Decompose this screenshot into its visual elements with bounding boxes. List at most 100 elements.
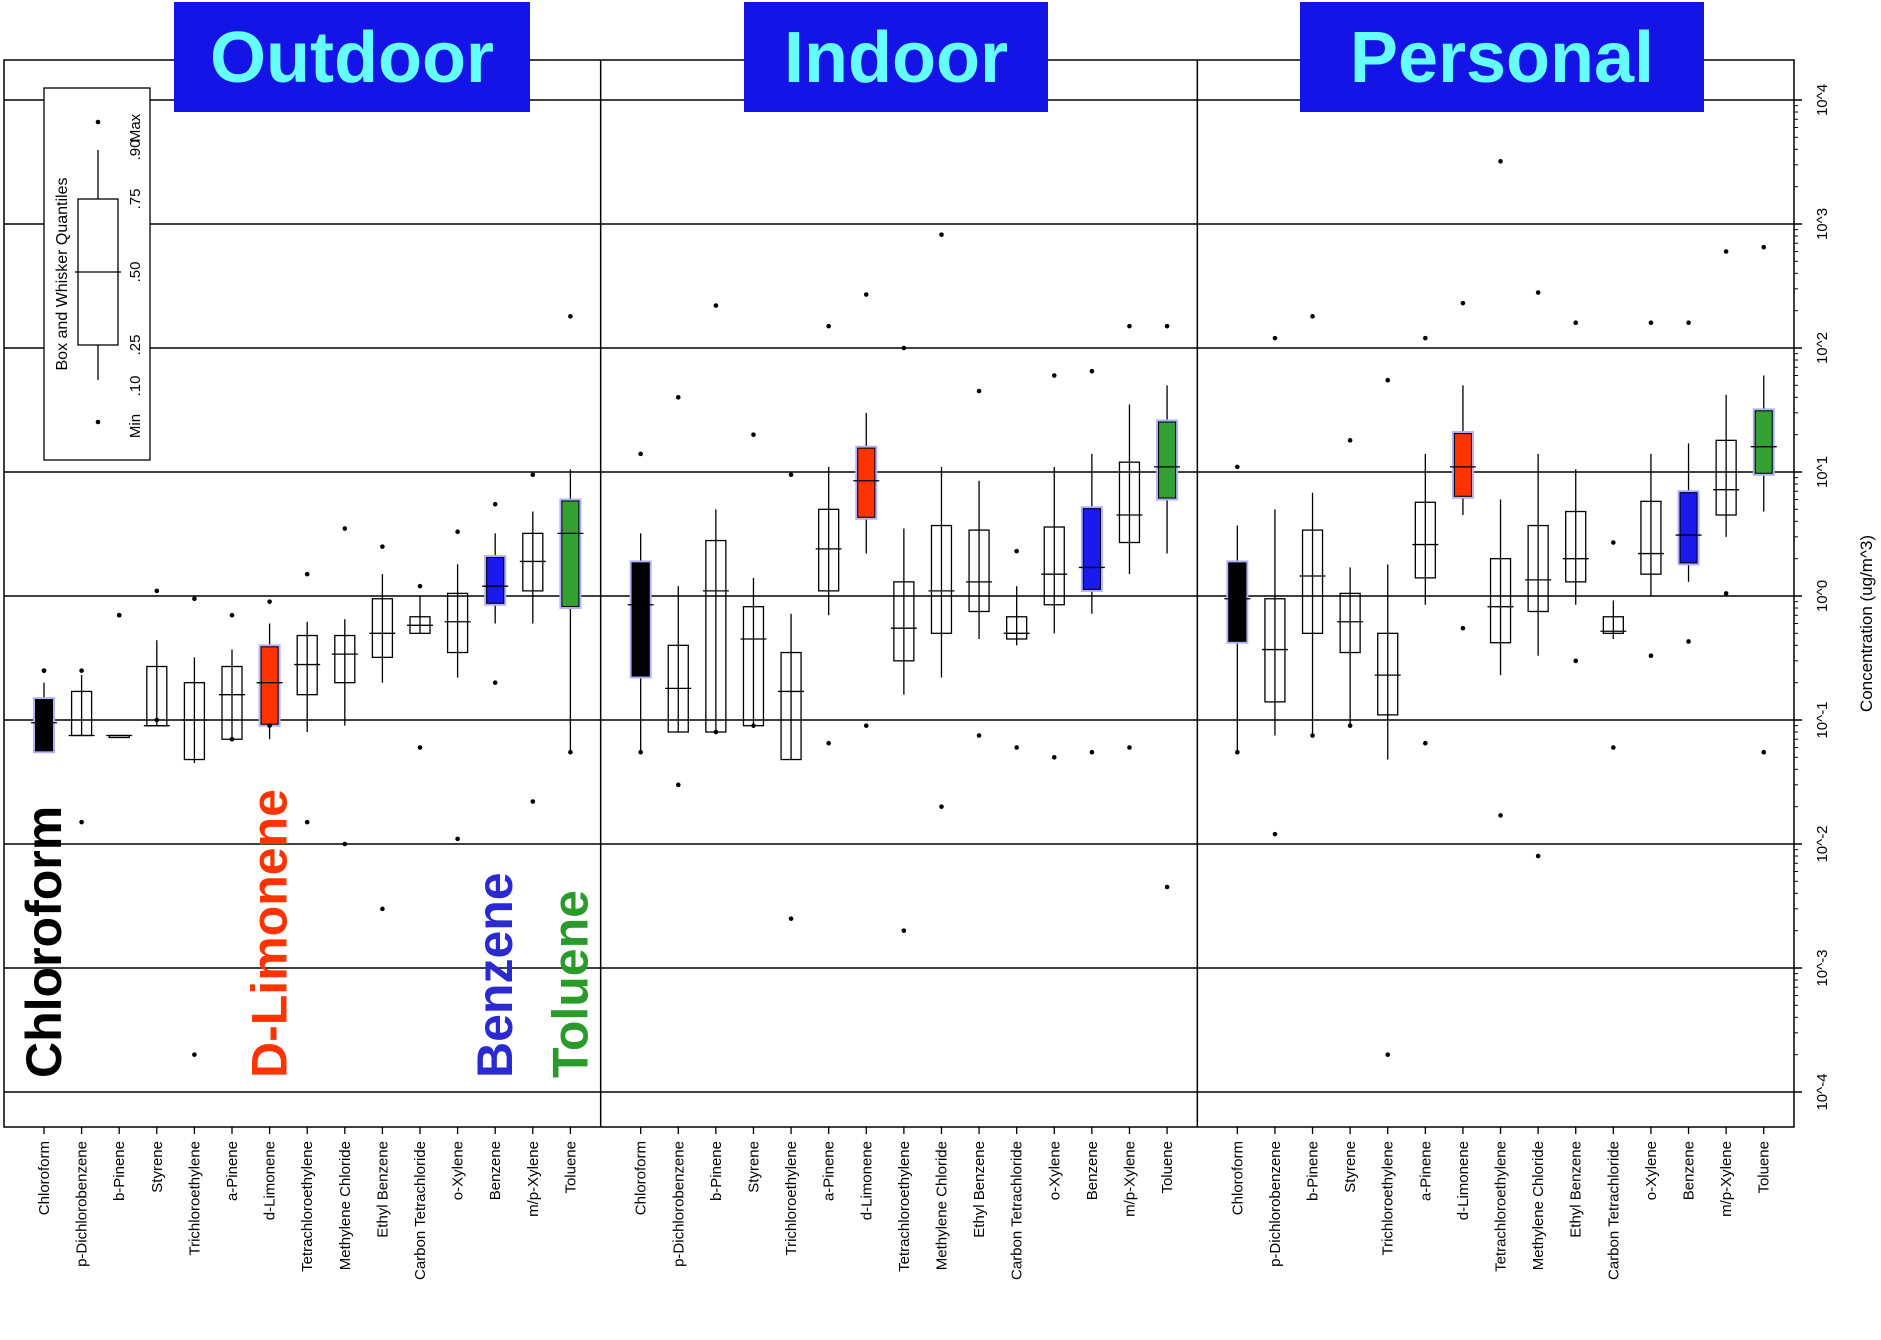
min-point	[826, 740, 831, 746]
max-point	[826, 323, 831, 329]
box-p-dichlorobenzene	[1261, 335, 1288, 837]
box-ethyl-benzene	[1562, 320, 1589, 664]
box-chloroform	[627, 451, 654, 755]
box-m-p-xylene	[1713, 249, 1740, 596]
y-axis-label: Concentration (ug/m^3)	[1857, 535, 1876, 712]
max-point	[1423, 335, 1428, 341]
box-styrene	[143, 588, 170, 727]
box-styrene	[1337, 438, 1364, 728]
max-point	[1498, 159, 1503, 164]
box-inner-edge	[486, 557, 505, 604]
y-tick-label: 10^2	[1814, 332, 1831, 364]
max-point	[1272, 335, 1278, 341]
box-p-dichlorobenzene	[68, 668, 95, 825]
box	[559, 498, 582, 610]
min-point	[1611, 745, 1616, 750]
x-tick-label: a-Pinene	[1417, 1141, 1434, 1201]
x-tick-label: Trichloroethylene	[783, 1141, 800, 1256]
max-point	[455, 529, 460, 535]
box	[1006, 616, 1028, 640]
x-tick-label: Benzene	[1084, 1141, 1101, 1200]
x-tick-label: Ethyl Benzene	[374, 1141, 391, 1238]
box-carbon-tetrachloride	[1003, 548, 1030, 750]
max-point	[638, 451, 643, 457]
x-tick-label: Benzene	[487, 1141, 504, 1200]
box	[1602, 616, 1624, 634]
box-inner-edge	[35, 699, 53, 752]
min-point	[863, 723, 869, 728]
max-point	[79, 668, 84, 673]
max-point	[1686, 320, 1691, 325]
max-point	[530, 472, 536, 478]
x-tick-label: Ethyl Benzene	[1568, 1141, 1585, 1238]
min-point	[788, 916, 794, 921]
x-tick-label: m/p-Xylene	[1121, 1141, 1138, 1217]
box-inner-edge	[1453, 433, 1472, 497]
min-point	[229, 736, 235, 742]
max-point	[1385, 377, 1391, 383]
box-ethyl-benzene	[966, 388, 993, 738]
x-tick-label: b-Pinene	[111, 1141, 128, 1201]
min-point	[1723, 591, 1729, 596]
x-tick-label: Toluene	[1159, 1141, 1176, 1194]
panel-title: Personal	[1350, 18, 1654, 98]
box	[1264, 598, 1286, 703]
x-tick-label: d-Limonene	[858, 1141, 875, 1220]
legend-label: .90	[127, 140, 144, 161]
box	[855, 445, 878, 520]
box	[484, 555, 507, 606]
box-o-xylene	[1637, 320, 1664, 659]
min-point	[1272, 831, 1278, 837]
y-tick-label: 10^-4	[1814, 1073, 1831, 1110]
min-point	[939, 804, 944, 809]
min-point	[41, 668, 47, 673]
max-point	[154, 588, 160, 594]
x-tick-label: Tetrachloroethylene	[896, 1141, 913, 1272]
box-plots	[31, 159, 1777, 1057]
max-point	[713, 303, 719, 308]
x-tick-label: Toluene	[562, 1141, 579, 1194]
max-point	[1310, 314, 1315, 319]
box-chloroform	[31, 668, 57, 754]
x-tick-label: Carbon Tetrachloride	[412, 1141, 429, 1280]
box-chloroform	[1224, 464, 1251, 755]
box-trichloroethylene	[181, 596, 208, 1057]
x-tick-label: Methylene Chloride	[337, 1141, 354, 1270]
x-tick-label: d-Limonene	[1455, 1141, 1472, 1220]
max-point	[192, 596, 197, 602]
legend-title: Box and Whisker Quantiles	[54, 178, 71, 371]
x-tick-label: b-Pinene	[1305, 1141, 1322, 1201]
box	[818, 508, 840, 592]
box	[522, 532, 544, 592]
max-point	[1235, 464, 1240, 470]
min-point	[1573, 658, 1579, 664]
x-tick-label: Chloroform	[36, 1141, 53, 1215]
box-p-dichlorobenzene	[665, 395, 692, 788]
box-carbon-tetrachloride	[1600, 540, 1627, 750]
highlight-annotations: Chloroform D-Limonene Benzene Toluene	[16, 789, 598, 1078]
x-tick-label: Methylene Chloride	[1530, 1141, 1547, 1270]
max-point	[901, 345, 907, 351]
annotation-d-limonene: D-Limonene	[242, 789, 298, 1078]
y-tick-label: 10^-2	[1814, 825, 1831, 862]
box	[1677, 490, 1700, 566]
min-point	[1235, 749, 1240, 755]
min-point	[976, 733, 982, 738]
legend-label: Max	[127, 113, 144, 142]
x-tick-label: Benzene	[1681, 1141, 1698, 1200]
max-point	[304, 571, 310, 577]
box-inner-edge	[1754, 410, 1773, 474]
min-point	[1347, 723, 1353, 728]
box	[1339, 592, 1361, 654]
box-m-p-xylene	[519, 472, 546, 804]
box	[1527, 524, 1549, 613]
min-point	[1051, 755, 1057, 760]
box-benzene	[482, 501, 509, 685]
box-benzene	[1675, 320, 1702, 644]
box-d-limonene	[1449, 300, 1476, 631]
max-point	[1014, 548, 1019, 554]
x-tick-label: Styrene	[1342, 1141, 1359, 1193]
x-tick-label: p-Dichlorobenzene	[74, 1141, 91, 1267]
x-tick-label: a-Pinene	[224, 1141, 241, 1201]
